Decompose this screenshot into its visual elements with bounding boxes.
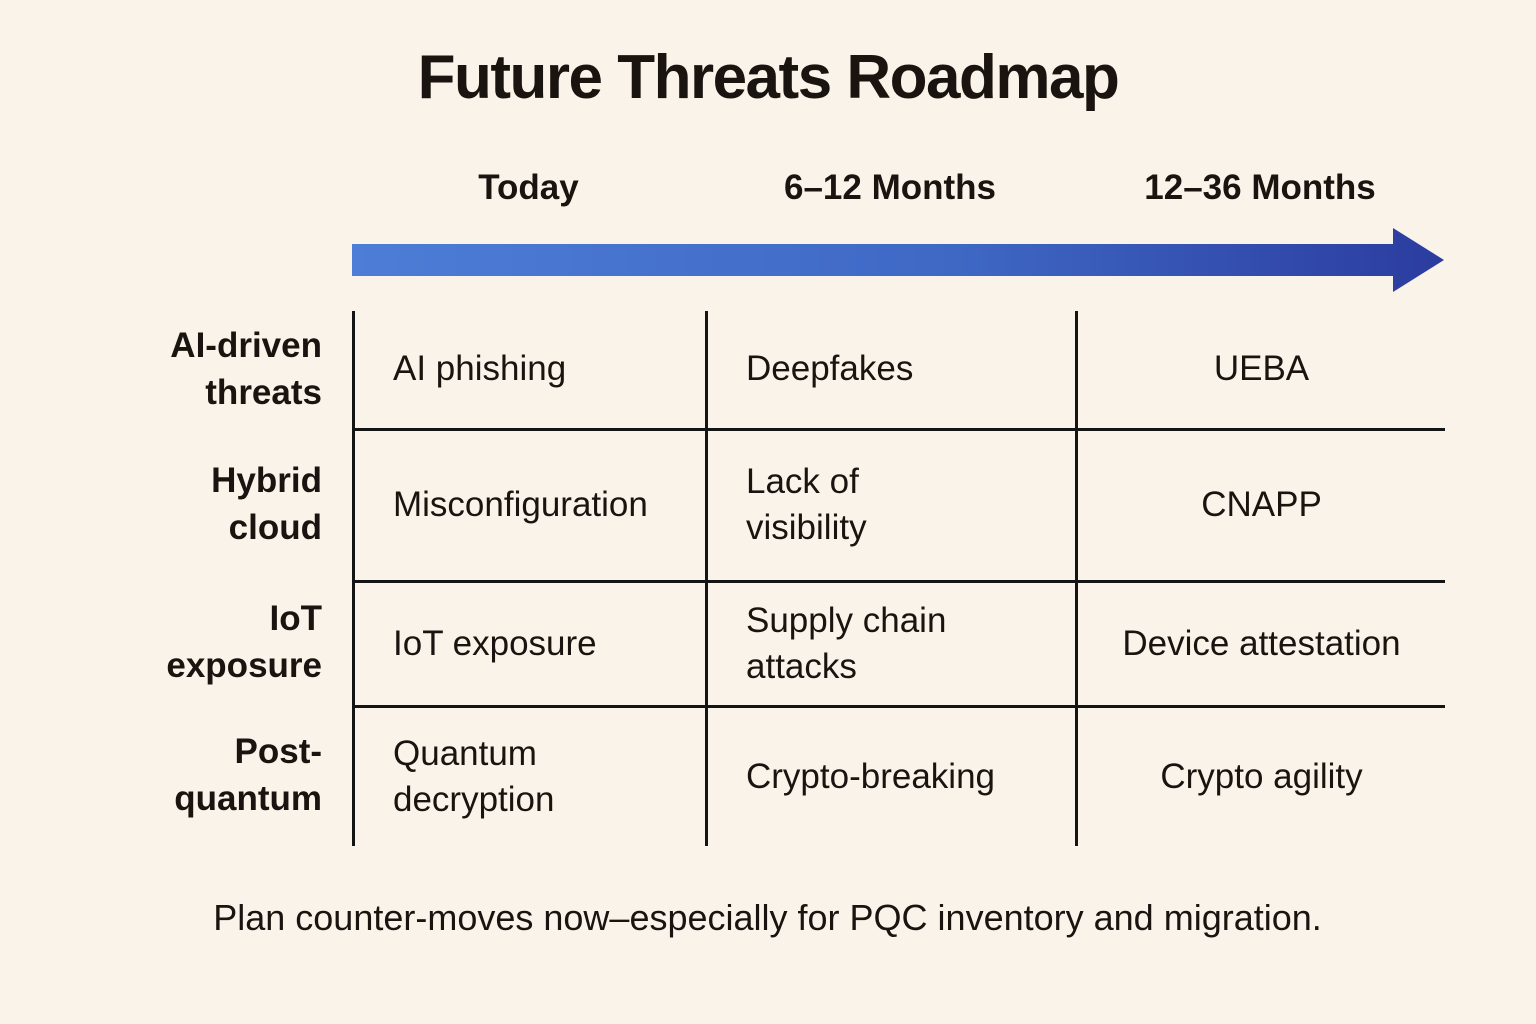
- matrix-cell-misconfiguration: Misconfiguration: [352, 427, 705, 580]
- column-header-12-36-months: 12–36 Months: [1144, 168, 1376, 208]
- matrix-cell-crypto-agility: Crypto agility: [1075, 704, 1445, 846]
- matrix-cell-ueba: UEBA: [1075, 310, 1445, 428]
- footer-note: Plan counter-moves now–especially for PQ…: [213, 896, 1322, 938]
- header-spacer: [90, 166, 352, 210]
- matrix-cell-supply-chain-attacks: Supply chain attacks: [705, 579, 1075, 705]
- row-label-post-quantum: Post-quantum: [174, 732, 322, 819]
- row-label-hybrid-cloud: Hybrid cloud: [211, 460, 322, 547]
- column-header-today: Today: [478, 168, 579, 208]
- matrix-cell-quantum-decryption: Quantum decryption: [352, 704, 705, 846]
- column-header-6-12-months: 6–12 Months: [784, 168, 996, 208]
- timeline-right-arrow-icon: [352, 227, 1444, 292]
- row-label-iot-exposure: IoT exposure: [166, 599, 322, 686]
- threat-matrix: AI-driven threats AI phishing Deepfakes …: [90, 310, 1536, 846]
- page-title: Future Threats Roadmap: [417, 43, 1120, 112]
- timeline-arrow-row: [352, 227, 1536, 293]
- matrix-cell-device-attestation: Device attestation: [1075, 579, 1445, 705]
- matrix-cell-deepfakes: Deepfakes: [705, 310, 1075, 428]
- timeline-headers: Today 6–12 Months 12–36 Months: [90, 166, 1536, 210]
- row-label-ai-driven-threats: AI-driven threats: [170, 326, 322, 413]
- matrix-cell-cnapp: CNAPP: [1075, 427, 1445, 580]
- matrix-cell-lack-of-visibility: Lack of visibility: [705, 427, 1075, 580]
- matrix-cell-ai-phishing: AI phishing: [352, 310, 705, 428]
- matrix-cell-crypto-breaking: Crypto-breaking: [705, 704, 1075, 846]
- matrix-cell-iot-exposure: IoT exposure: [352, 579, 705, 705]
